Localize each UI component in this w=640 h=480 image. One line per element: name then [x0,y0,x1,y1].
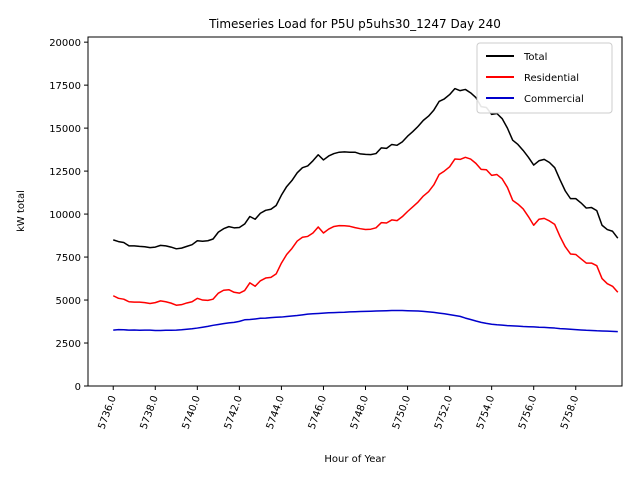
series-line-residential [112,156,619,306]
chart-title: Timeseries Load for P5U p5uhs30_1247 Day… [208,17,501,31]
series-line-total [112,87,619,250]
y-tick-label: 2500 [56,339,81,350]
plot-frame [87,36,623,387]
legend: Total Residential Commercial [476,42,613,114]
y-axis-label: kW total [16,190,27,232]
legend-box [476,42,613,114]
y-tick-label: 17500 [49,81,81,92]
y-axis: 0 2500 5000 7500 10000 12500 15000 17500 20000 [49,38,88,393]
legend-label-residential: Residential [524,73,579,84]
y-tick-label: 5000 [56,296,81,307]
y-tick-label: 20000 [49,38,81,49]
y-tick-label: 0 [75,382,81,393]
y-tick-label: 15000 [49,124,81,135]
x-axis-label: Hour of Year [324,454,386,465]
legend-label-total: Total [523,52,547,63]
legend-label-commercial: Commercial [524,94,584,105]
series-line-commercial [113,309,618,333]
y-tick-label: 12500 [49,167,81,178]
y-tick-label: 10000 [49,210,81,221]
y-tick-label: 7500 [56,253,81,264]
plot-layer [112,87,619,333]
